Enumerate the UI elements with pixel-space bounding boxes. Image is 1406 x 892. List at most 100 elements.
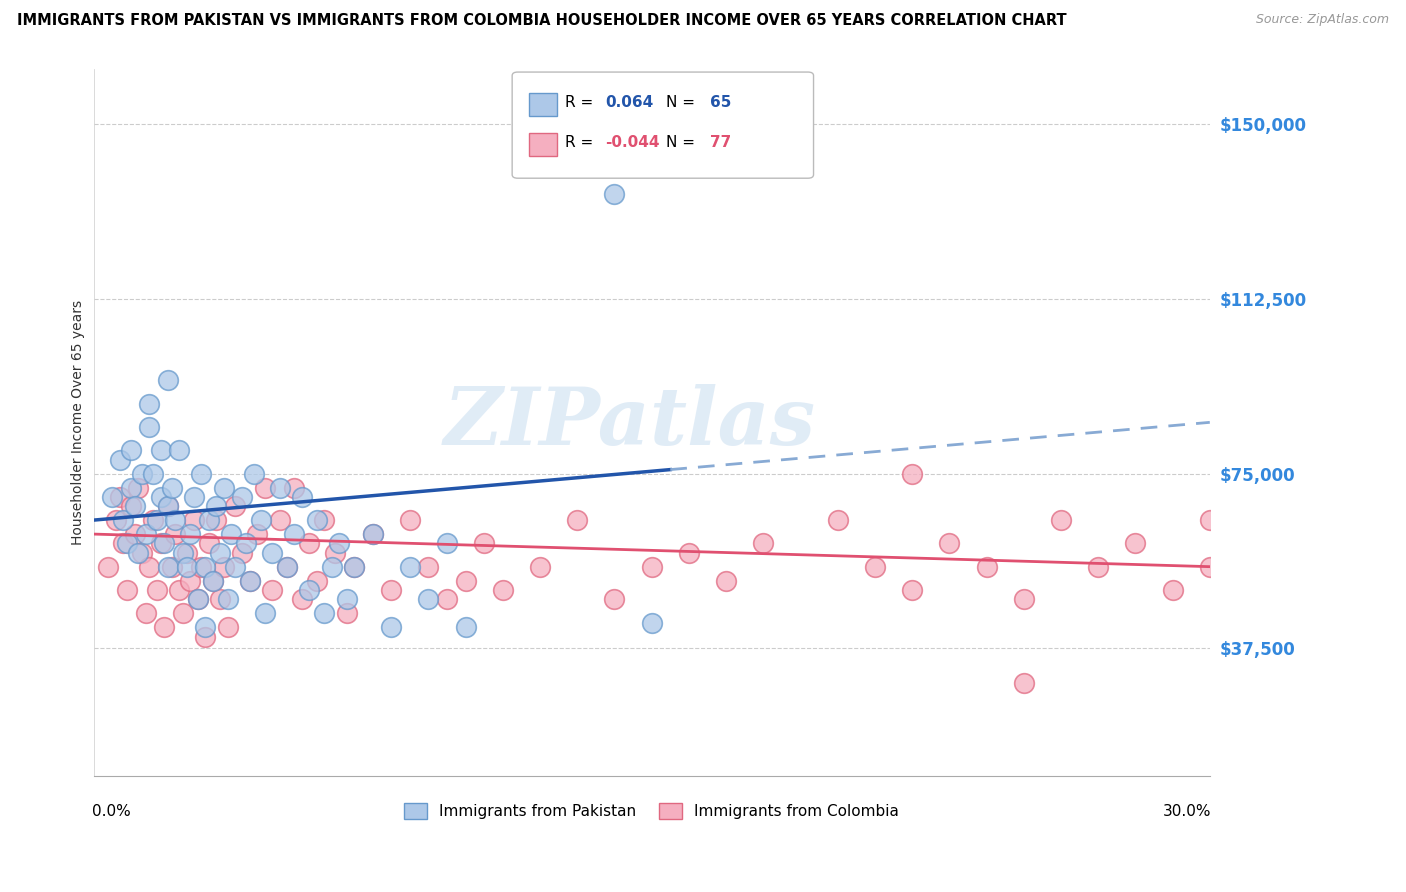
Point xyxy=(276,559,298,574)
Point xyxy=(167,443,190,458)
Point xyxy=(901,467,924,481)
Point xyxy=(436,592,458,607)
Point xyxy=(291,592,314,607)
Point xyxy=(115,582,138,597)
Point xyxy=(194,630,217,644)
Point xyxy=(472,536,495,550)
Point xyxy=(149,443,172,458)
Text: 0.064: 0.064 xyxy=(605,95,652,110)
Point xyxy=(156,499,179,513)
Point xyxy=(160,559,183,574)
Text: ZIPatlas: ZIPatlas xyxy=(443,384,815,461)
Point xyxy=(603,187,626,202)
Text: -0.044: -0.044 xyxy=(605,136,659,151)
Point xyxy=(160,481,183,495)
Point xyxy=(314,513,336,527)
Point xyxy=(190,559,212,574)
Point xyxy=(165,527,187,541)
Legend: Immigrants from Pakistan, Immigrants from Colombia: Immigrants from Pakistan, Immigrants fro… xyxy=(398,797,905,825)
Point xyxy=(101,490,124,504)
Point xyxy=(1050,513,1073,527)
Point xyxy=(305,513,328,527)
Point xyxy=(131,546,153,560)
Point xyxy=(167,582,190,597)
Point xyxy=(97,559,120,574)
Point xyxy=(641,615,664,630)
Point xyxy=(217,592,239,607)
Point xyxy=(714,574,737,588)
Point xyxy=(138,420,160,434)
Point xyxy=(231,546,253,560)
Point xyxy=(112,536,135,550)
Point xyxy=(239,574,262,588)
Text: 65: 65 xyxy=(710,95,731,110)
Point xyxy=(863,559,886,574)
Point xyxy=(398,559,420,574)
Point xyxy=(198,513,221,527)
Point xyxy=(276,559,298,574)
Point xyxy=(156,374,179,388)
Text: 30.0%: 30.0% xyxy=(1163,805,1211,820)
Point xyxy=(124,527,146,541)
Point xyxy=(112,513,135,527)
Point xyxy=(938,536,960,550)
Point xyxy=(146,582,169,597)
Point xyxy=(343,559,366,574)
Point xyxy=(361,527,384,541)
Point xyxy=(179,527,201,541)
Point xyxy=(127,546,149,560)
Point xyxy=(752,536,775,550)
Point xyxy=(603,592,626,607)
Point xyxy=(176,546,198,560)
Point xyxy=(179,574,201,588)
Point xyxy=(343,559,366,574)
Point xyxy=(1012,676,1035,690)
Point xyxy=(827,513,849,527)
Point xyxy=(567,513,589,527)
Point xyxy=(314,606,336,620)
Point xyxy=(298,582,321,597)
Text: 77: 77 xyxy=(710,136,731,151)
Text: R =: R = xyxy=(565,95,598,110)
Point xyxy=(1125,536,1147,550)
Point xyxy=(138,397,160,411)
Point xyxy=(124,499,146,513)
Point xyxy=(1198,559,1220,574)
Point xyxy=(253,481,276,495)
Point xyxy=(212,481,235,495)
Point xyxy=(120,481,142,495)
Text: N =: N = xyxy=(666,95,700,110)
Point xyxy=(135,606,157,620)
Point xyxy=(242,467,264,481)
Point xyxy=(641,559,664,574)
Point xyxy=(156,559,179,574)
Point xyxy=(135,527,157,541)
Point xyxy=(976,559,998,574)
Point xyxy=(108,490,131,504)
Point xyxy=(104,513,127,527)
FancyBboxPatch shape xyxy=(529,93,557,116)
Point xyxy=(291,490,314,504)
Y-axis label: Householder Income Over 65 years: Householder Income Over 65 years xyxy=(72,300,86,545)
Text: Source: ZipAtlas.com: Source: ZipAtlas.com xyxy=(1256,13,1389,27)
Point xyxy=(454,574,477,588)
Text: IMMIGRANTS FROM PAKISTAN VS IMMIGRANTS FROM COLOMBIA HOUSEHOLDER INCOME OVER 65 : IMMIGRANTS FROM PAKISTAN VS IMMIGRANTS F… xyxy=(17,13,1067,29)
Point xyxy=(336,592,359,607)
Point xyxy=(269,481,291,495)
Point xyxy=(194,620,217,634)
Point xyxy=(149,536,172,550)
Point xyxy=(262,546,284,560)
FancyBboxPatch shape xyxy=(512,72,814,178)
Point xyxy=(298,536,321,550)
Point xyxy=(209,546,232,560)
Point xyxy=(201,574,224,588)
Point xyxy=(138,559,160,574)
Point xyxy=(328,536,350,550)
Text: N =: N = xyxy=(666,136,700,151)
Point xyxy=(321,559,343,574)
Point xyxy=(325,546,347,560)
Point xyxy=(250,513,273,527)
Point xyxy=(1012,592,1035,607)
Point xyxy=(108,452,131,467)
Point xyxy=(183,490,205,504)
